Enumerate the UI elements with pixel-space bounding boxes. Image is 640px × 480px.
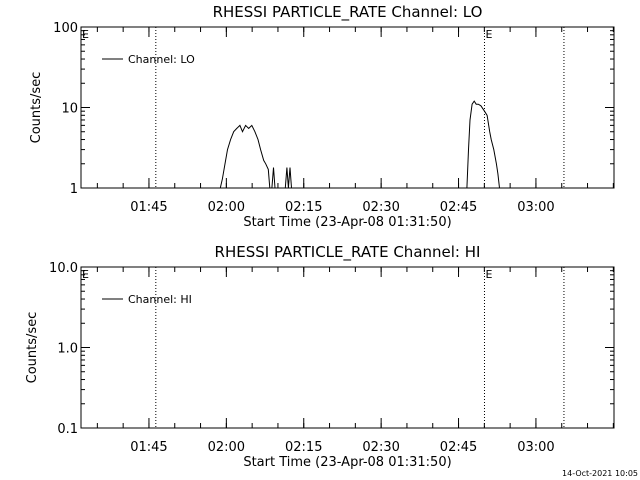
panel2-y-tick-label: 1.0 bbox=[57, 342, 78, 357]
panel2-x-tick-label: 01:45 bbox=[130, 440, 167, 455]
panel1-legend-label: Channel: LO bbox=[128, 53, 195, 66]
panel1-series-line bbox=[466, 100, 500, 189]
panel2-y-axis-label: Counts/sec bbox=[25, 312, 40, 384]
panel2-x-tick-label: 03:00 bbox=[517, 440, 554, 455]
panel1-plot-frame bbox=[80, 26, 615, 189]
panel2-corner-marker: E bbox=[82, 268, 89, 281]
panel1-y-tick-label: 10 bbox=[61, 102, 78, 117]
panel2-legend-label: Channel: HI bbox=[128, 293, 192, 306]
panel1-x-tick-label: 03:00 bbox=[517, 200, 554, 215]
panel2-x-tick-label: 02:30 bbox=[362, 440, 399, 455]
panel2-x-axis-label: Start Time (23-Apr-08 01:31:50) bbox=[243, 455, 451, 470]
panel2-y-tick-label: 10.0 bbox=[49, 261, 78, 276]
panel1-y-tick-label: 1 bbox=[70, 182, 78, 197]
panel1-x-tick-label: 02:00 bbox=[208, 200, 245, 215]
panel1-series-line bbox=[284, 167, 292, 189]
panel2-event-marker: E bbox=[485, 268, 492, 281]
panel2-plot-frame bbox=[80, 266, 615, 429]
plot-timestamp: 14-Oct-2021 10:05 bbox=[562, 469, 638, 478]
panel1-series-line bbox=[271, 167, 276, 189]
panel2-x-tick-label: 02:15 bbox=[285, 440, 322, 455]
panel1-x-tick-label: 02:15 bbox=[285, 200, 322, 215]
panel1-x-tick-label: 01:45 bbox=[130, 200, 167, 215]
panel1-chart-title: RHESSI PARTICLE_RATE Channel: LO bbox=[213, 3, 483, 22]
panel2-y-tick-label: 0.1 bbox=[57, 422, 78, 437]
panel1-y-tick-label: 100 bbox=[53, 21, 78, 36]
panel1-corner-marker: E bbox=[82, 28, 89, 41]
panel2-x-tick-label: 02:45 bbox=[440, 440, 477, 455]
panel2-chart-title: RHESSI PARTICLE_RATE Channel: HI bbox=[215, 243, 481, 262]
panel1-x-tick-label: 02:30 bbox=[362, 200, 399, 215]
panel1-series-line bbox=[219, 124, 271, 189]
panel1-event-marker: E bbox=[485, 28, 492, 41]
panel1-y-axis-label: Counts/sec bbox=[29, 72, 44, 144]
panel1-x-axis-label: Start Time (23-Apr-08 01:31:50) bbox=[243, 215, 451, 230]
panel2-x-tick-label: 02:00 bbox=[208, 440, 245, 455]
panel1-x-tick-label: 02:45 bbox=[440, 200, 477, 215]
